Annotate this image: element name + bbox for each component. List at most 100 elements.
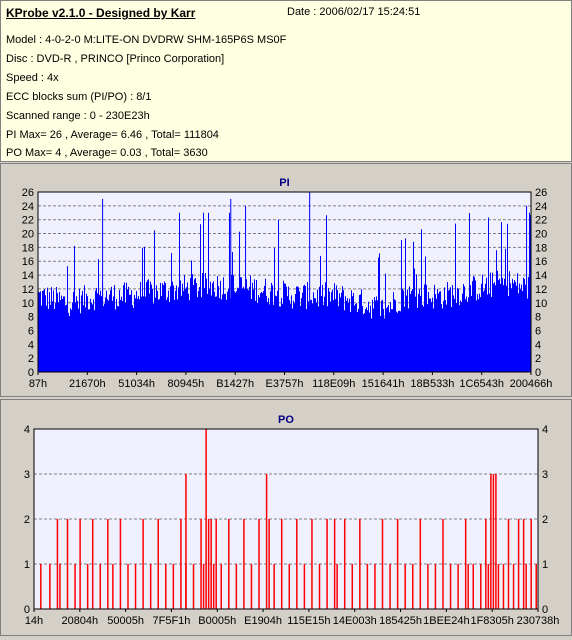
pi-bar bbox=[431, 302, 432, 372]
po-bar bbox=[467, 564, 469, 609]
po-xtick-label: B0005h bbox=[198, 615, 236, 627]
pi-bar bbox=[114, 285, 115, 372]
pi-bar bbox=[40, 291, 41, 372]
pi-bar bbox=[481, 283, 482, 372]
pi-bar bbox=[90, 298, 91, 372]
pi-bar bbox=[164, 281, 165, 372]
pi-bar bbox=[55, 303, 56, 372]
po-bar bbox=[220, 564, 222, 609]
pi-bar bbox=[248, 290, 249, 372]
pi-bar bbox=[455, 223, 456, 372]
pi-bar bbox=[48, 308, 49, 372]
po-bar bbox=[522, 519, 525, 609]
pi-ytick-right: 4 bbox=[535, 339, 541, 351]
po-bar bbox=[464, 519, 467, 609]
pi-bar bbox=[123, 285, 124, 372]
pi-bar bbox=[108, 300, 109, 372]
pi-bar bbox=[253, 289, 254, 372]
pi-bar bbox=[436, 298, 437, 372]
pi-bar bbox=[355, 303, 356, 372]
range-line: Scanned range : 0 - 230E23h bbox=[6, 110, 150, 122]
pi-bar bbox=[512, 278, 513, 372]
pi-bar bbox=[199, 287, 200, 372]
pi-bar bbox=[382, 299, 383, 372]
pi-bar bbox=[150, 281, 151, 372]
pi-bar bbox=[158, 299, 159, 372]
pi-bar bbox=[141, 296, 142, 372]
pi-bar bbox=[126, 282, 127, 372]
pi-bar bbox=[265, 278, 266, 372]
po-title: PO bbox=[278, 414, 294, 426]
pi-bar bbox=[142, 247, 143, 372]
pi-bar bbox=[217, 276, 218, 372]
pi-bar bbox=[497, 270, 498, 372]
pi-bar bbox=[306, 309, 307, 372]
pi-bar bbox=[69, 316, 70, 372]
pi-bar bbox=[337, 290, 338, 372]
pi-peak-bar bbox=[230, 198, 232, 372]
pi-bar bbox=[438, 293, 439, 372]
pi-bar bbox=[62, 298, 63, 372]
po-bar bbox=[107, 519, 109, 609]
po-ytick-right: 3 bbox=[542, 469, 548, 481]
pi-bar bbox=[363, 314, 364, 372]
pi-plot-border bbox=[37, 191, 532, 373]
pi-bar bbox=[222, 294, 223, 372]
pi-bar bbox=[485, 283, 486, 372]
pi-bar bbox=[516, 285, 517, 372]
pi-bar bbox=[313, 292, 314, 372]
pi-bar bbox=[246, 279, 247, 372]
po-bar bbox=[303, 564, 306, 609]
pi-bars bbox=[38, 192, 531, 372]
pi-bar bbox=[456, 303, 457, 372]
pi-bar bbox=[413, 241, 414, 372]
pi-bar bbox=[292, 308, 293, 372]
po-bar bbox=[530, 519, 532, 609]
pi-xtick-label: 80945h bbox=[168, 378, 205, 390]
pi-bar bbox=[278, 219, 279, 372]
pi-bar bbox=[453, 295, 454, 372]
pi-bar bbox=[89, 309, 90, 372]
pi-bar bbox=[473, 275, 474, 372]
pi-bar bbox=[80, 313, 81, 372]
pi-bar bbox=[209, 288, 210, 372]
pi-bar bbox=[266, 295, 267, 372]
pi-bar bbox=[264, 285, 265, 372]
pi-bar bbox=[172, 281, 173, 372]
pi-bar bbox=[224, 294, 225, 372]
po-bar bbox=[485, 519, 487, 609]
po-xtick-label: 1F8305h bbox=[470, 615, 513, 627]
pi-bar bbox=[372, 299, 373, 372]
pi-bar bbox=[81, 295, 82, 372]
po-bar bbox=[525, 564, 527, 609]
pi-bar bbox=[176, 285, 177, 372]
pi-bar bbox=[318, 306, 319, 372]
po-xtick-label: 185425h bbox=[379, 615, 422, 627]
pi-bar bbox=[429, 298, 430, 372]
pi-bar bbox=[85, 307, 86, 372]
pi-bar bbox=[244, 288, 245, 372]
pi-bar bbox=[241, 277, 242, 372]
pi-bar bbox=[310, 300, 311, 372]
pi-bar bbox=[421, 229, 422, 372]
pi-bar bbox=[401, 239, 402, 372]
pi-bar bbox=[257, 302, 258, 372]
pi-bar bbox=[344, 310, 345, 372]
pi-bar bbox=[254, 279, 255, 372]
pi-bar bbox=[528, 276, 529, 372]
pi-bar bbox=[427, 304, 428, 372]
pi-bar bbox=[262, 293, 263, 372]
pi-bar bbox=[117, 306, 118, 372]
pi-bar bbox=[484, 289, 485, 372]
pi-bar bbox=[397, 312, 398, 372]
pi-bar bbox=[204, 288, 205, 372]
pi-bar bbox=[348, 302, 349, 372]
pi-bar bbox=[53, 290, 54, 372]
po-ytick-left: 0 bbox=[24, 604, 30, 616]
po-bar bbox=[492, 474, 495, 609]
pi-bar bbox=[261, 291, 262, 372]
pi-bar bbox=[94, 310, 95, 372]
pi-bar bbox=[477, 294, 478, 372]
pi-bar bbox=[322, 284, 323, 372]
pi-bar bbox=[67, 266, 68, 372]
